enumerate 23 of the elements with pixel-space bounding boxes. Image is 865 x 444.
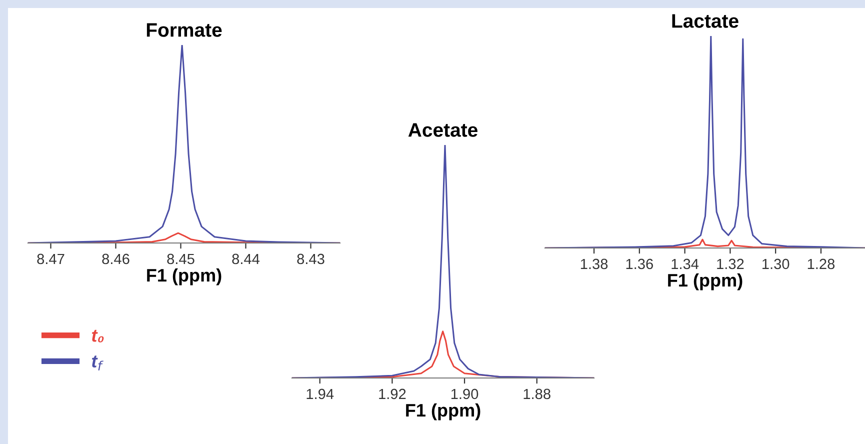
chart-title: Lactate xyxy=(672,14,738,28)
x-tick-label: 1.34 xyxy=(672,258,699,270)
x-tick-label: 1.30 xyxy=(762,258,790,270)
x-tick-label: 1.38 xyxy=(580,258,608,270)
x-tick-label: 8.44 xyxy=(232,254,260,264)
x-tick-label: 1.36 xyxy=(626,258,653,270)
x-tick-label: 1.88 xyxy=(524,388,550,400)
x-tick-label: 1.32 xyxy=(717,258,744,270)
chart-title: Formate xyxy=(146,23,222,37)
legend-label: t$_{f}$ xyxy=(92,356,104,370)
x-axis-title: F1 (ppm) xyxy=(406,403,480,420)
x-axis-title: F1 (ppm) xyxy=(147,268,222,286)
x-tick-label: 8.43 xyxy=(297,254,324,264)
chart-title: Acetate xyxy=(408,123,478,137)
x-tick-label: 1.90 xyxy=(451,388,478,400)
x-tick-label: 1.94 xyxy=(306,388,334,400)
x-tick-label: 8.47 xyxy=(37,254,64,264)
legend-label: t₀ xyxy=(92,330,104,342)
x-tick-label: 8.46 xyxy=(102,254,130,264)
x-axis-title: F1 (ppm) xyxy=(668,273,742,290)
x-tick-label: 1.92 xyxy=(379,388,406,400)
x-tick-label: 8.45 xyxy=(167,254,194,264)
x-tick-label: 1.28 xyxy=(808,258,835,270)
